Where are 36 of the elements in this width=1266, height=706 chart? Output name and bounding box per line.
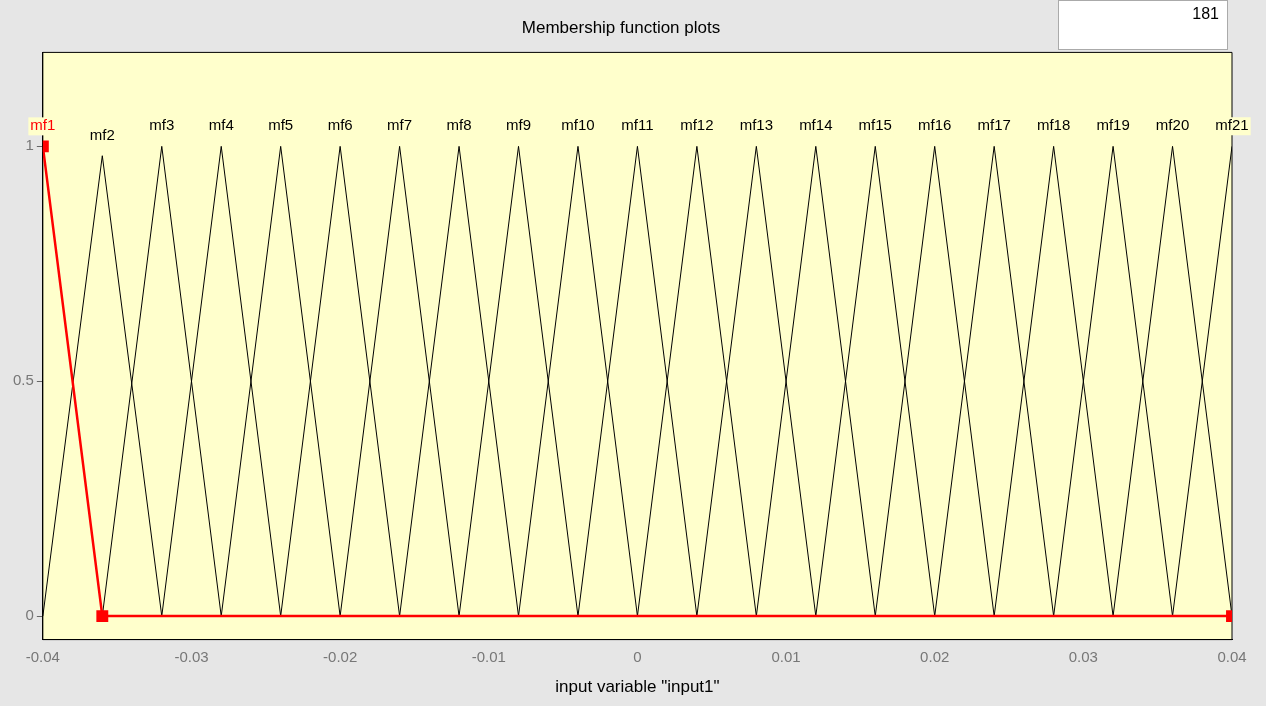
series-label: mf11 <box>621 116 654 134</box>
x-tick-label: -0.02 <box>323 647 358 665</box>
series-label: mf16 <box>918 116 952 134</box>
series-label: mf9 <box>506 116 532 134</box>
series-label: mf5 <box>268 116 294 134</box>
series-label: mf12 <box>680 116 714 134</box>
series-label: mf21 <box>1215 116 1249 134</box>
series-label: mf20 <box>1155 116 1190 134</box>
series-label: mf3 <box>149 116 175 134</box>
series-label: mf13 <box>739 116 774 134</box>
chart-title: Membership function plots <box>521 17 721 37</box>
series-label: mf1 <box>30 116 56 134</box>
series-label: mf19 <box>1096 116 1130 134</box>
x-tick-label: 0.02 <box>920 647 950 665</box>
series-label: mf17 <box>977 116 1011 134</box>
text: 181 <box>1191 5 1219 23</box>
series-label: mf7 <box>387 116 413 134</box>
series-label: mf2 <box>89 125 115 143</box>
x-tick-label: -0.01 <box>471 647 506 665</box>
y-tick-label: 0.5 <box>12 371 34 389</box>
series-label: mf18 <box>1036 116 1071 134</box>
x-tick-label: 0.01 <box>771 647 801 665</box>
x-tick-label: 0.03 <box>1068 647 1098 665</box>
series-label: mf8 <box>446 116 472 134</box>
series-label: mf4 <box>208 116 234 134</box>
series-label: mf10 <box>561 116 595 134</box>
x-tick-label: -0.03 <box>174 647 209 665</box>
x-tick-label: -0.04 <box>25 647 60 665</box>
x-tick-label: 0.04 <box>1217 647 1247 665</box>
x-axis-title: input variable "input1" <box>555 677 720 697</box>
x-tick-label: 0 <box>633 647 642 665</box>
y-tick-label: 1 <box>25 136 34 154</box>
series-label: mf6 <box>327 116 353 134</box>
series-label: mf15 <box>858 116 892 134</box>
y-tick-label: 0 <box>25 606 34 624</box>
series-label: mf14 <box>799 116 833 134</box>
